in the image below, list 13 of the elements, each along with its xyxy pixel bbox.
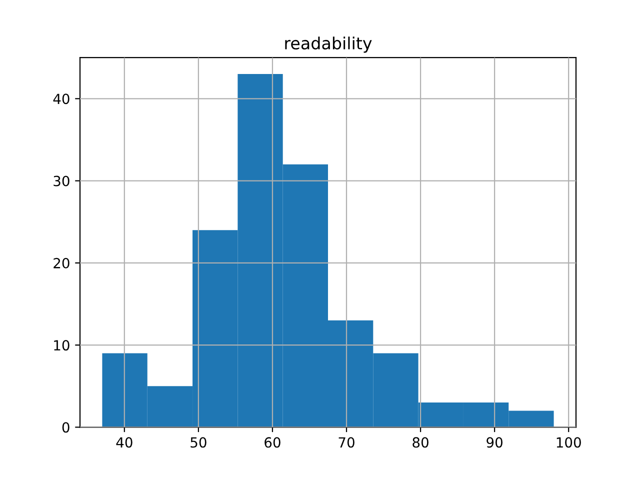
y-tick-label: 20	[54, 258, 70, 268]
y-tick-label: 10	[54, 340, 70, 351]
x-tick-label: 50	[190, 437, 206, 448]
chart-title: readability	[285, 36, 372, 53]
y-tick-label: 0	[62, 422, 70, 433]
x-tick-label: 40	[116, 437, 132, 448]
x-tick-label: 60	[264, 437, 280, 448]
x-tick-label: 100	[556, 437, 581, 448]
y-tick-label: 30	[54, 176, 70, 186]
x-tick-label: 80	[412, 437, 428, 448]
y-tick-label: 40	[53, 94, 70, 104]
x-tick-label: 90	[486, 437, 502, 448]
x-tick-label: 70	[338, 437, 354, 448]
